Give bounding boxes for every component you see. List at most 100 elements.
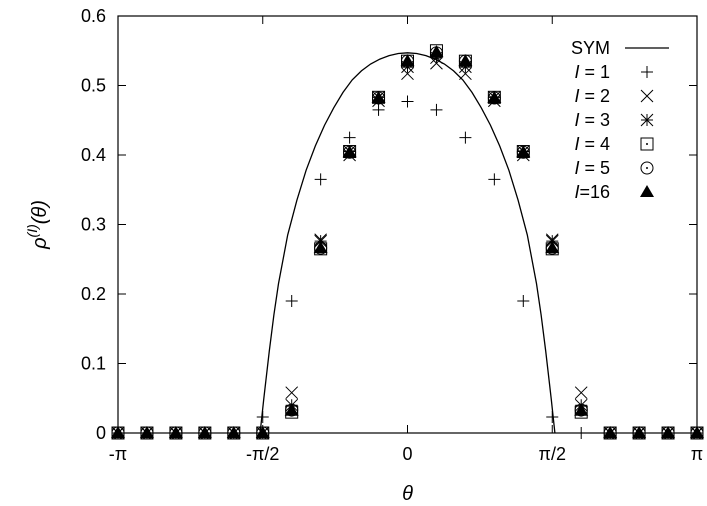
data-point: [516, 145, 531, 158]
data-point: [545, 241, 560, 254]
data-point: [255, 426, 270, 438]
data-point: [603, 426, 618, 438]
marker-shape: [603, 426, 618, 438]
series-6: [110, 45, 705, 438]
legend-label-value: = 4: [579, 134, 610, 154]
marker-stroke: [314, 173, 327, 186]
marker-layer: [110, 44, 705, 440]
legend-label-symbol: I: [574, 110, 579, 130]
legend-marker: [640, 89, 654, 103]
legend-label-symbol: I: [574, 182, 579, 202]
x-tick-label: -π/2: [246, 444, 279, 464]
marker-stroke: [640, 113, 654, 127]
marker-stroke: [546, 411, 559, 424]
data-point: [256, 411, 269, 424]
y-tick-label: 0.4: [81, 145, 106, 165]
marker-shape: [516, 145, 531, 158]
marker-dot: [646, 143, 648, 145]
legend-item-1: I = 1: [574, 62, 653, 82]
y-axis-title-arg: (θ): [29, 200, 51, 224]
data-point: [459, 67, 472, 81]
data-point: [197, 426, 212, 438]
marker-stroke: [640, 89, 654, 103]
marker-shape: [284, 403, 299, 416]
marker-stroke: [641, 66, 653, 78]
legend-item-3: I = 3: [574, 110, 654, 130]
data-point: [458, 54, 473, 67]
legend-label: I = 2: [574, 86, 610, 106]
data-point: [430, 51, 443, 65]
y-axis-title: ρ(I)(θ): [24, 200, 51, 250]
x-tick-label: π: [691, 444, 703, 464]
legend-label-symbol: I: [574, 134, 579, 154]
x-tick-label: π/2: [539, 444, 566, 464]
y-tick-label: 0.5: [81, 76, 106, 96]
marker-stroke: [372, 103, 385, 116]
marker-dot: [646, 167, 648, 169]
marker-shape: [400, 54, 415, 67]
legend-label-symbol: I: [574, 86, 579, 106]
marker-stroke: [401, 95, 414, 108]
data-point: [372, 103, 385, 116]
marker-shape: [226, 426, 241, 438]
data-point: [168, 426, 183, 438]
data-point: [285, 386, 299, 400]
marker-shape: [545, 241, 560, 254]
series-1: [111, 95, 704, 439]
marker-stroke: [430, 103, 443, 116]
legend-label: I = 4: [574, 134, 610, 154]
marker-stroke: [459, 131, 472, 144]
legend-label-value: = 2: [579, 86, 610, 106]
legend-label: I = 5: [574, 158, 610, 178]
y-tick-label: 0: [96, 423, 106, 443]
data-point: [284, 403, 299, 416]
marker-shape: [574, 403, 589, 416]
y-tick-label: 0.3: [81, 215, 106, 235]
marker-shape: [139, 426, 154, 438]
legend-marker: [641, 66, 653, 78]
legend-label: I = 3: [574, 110, 610, 130]
data-point: [429, 45, 444, 58]
marker-stroke: [488, 173, 501, 186]
data-point: [343, 131, 356, 144]
marker-stroke: [285, 386, 299, 400]
data-point: [371, 91, 386, 104]
marker-stroke: [574, 386, 588, 400]
x-tick-label: -π: [109, 444, 127, 464]
legend-marker: [640, 185, 654, 197]
data-point: [690, 426, 705, 438]
y-tick-label: 0.1: [81, 354, 106, 374]
legend-label-symbol: I: [574, 62, 579, 82]
data-point: [661, 426, 676, 438]
y-axis-title-sup: (I): [24, 224, 40, 237]
y-tick-label: 0.2: [81, 284, 106, 304]
legend-label: SYM: [571, 38, 610, 58]
marker-shape: [661, 426, 676, 438]
legend-marker: [640, 113, 654, 127]
data-point: [487, 91, 502, 104]
marker-shape: [110, 426, 125, 438]
marker-stroke: [401, 67, 414, 81]
legend-label-value: =16: [579, 182, 610, 202]
series-2: [111, 56, 704, 440]
axis-ticks: [117, 15, 698, 434]
data-point: [632, 426, 647, 438]
legend-item-6: I=16: [574, 182, 654, 202]
marker-shape: [371, 91, 386, 104]
data-point: [139, 426, 154, 438]
data-point: [459, 131, 472, 144]
data-point: [488, 173, 501, 186]
plot-frame: [117, 15, 698, 434]
marker-shape: [255, 426, 270, 438]
marker-shape: [168, 426, 183, 438]
data-point: [313, 241, 328, 254]
marker-stroke: [256, 411, 269, 424]
legend-marker: [640, 161, 654, 175]
marker-shape: [429, 45, 444, 58]
marker-stroke: [343, 131, 356, 144]
marker-shape: [640, 185, 654, 197]
marker-shape: [313, 241, 328, 254]
legend-label-symbol: I: [574, 158, 579, 178]
